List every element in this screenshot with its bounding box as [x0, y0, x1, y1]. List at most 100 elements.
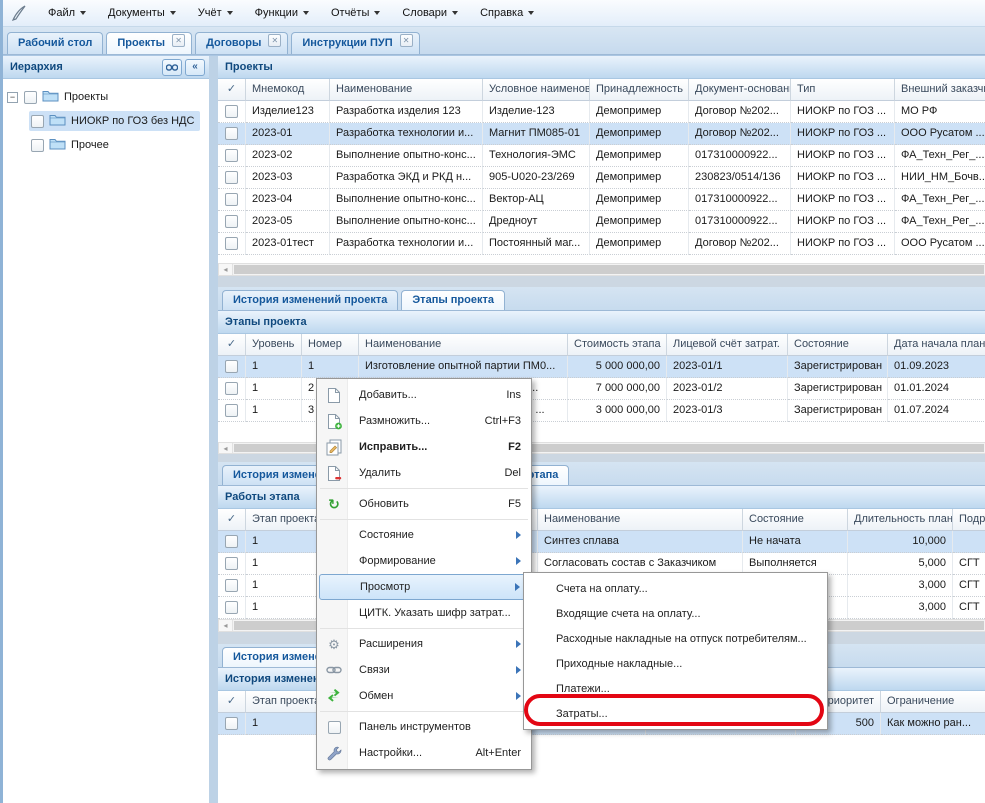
binoculars-icon[interactable] — [162, 58, 182, 76]
context-menu-item-6[interactable]: Формирование — [319, 548, 529, 574]
row-checkbox[interactable] — [225, 601, 238, 614]
row-checkbox[interactable] — [225, 579, 238, 592]
context-menu-item-1[interactable]: Размножить... Ctrl+F3 — [319, 408, 529, 434]
column-header[interactable]: ✓ — [218, 509, 246, 531]
scroll-left-icon[interactable]: ◂ — [219, 443, 233, 453]
context-menu-item-4[interactable]: ↻ Обновить F5 — [319, 491, 529, 517]
submenu-item-0[interactable]: Счета на оплату... — [526, 576, 825, 601]
close-icon[interactable]: ✕ — [172, 33, 186, 47]
column-header[interactable]: Наименование — [330, 79, 483, 101]
context-menu-item-5[interactable]: Состояние — [319, 522, 529, 548]
scroll-left-icon[interactable]: ◂ — [219, 620, 233, 631]
table-row[interactable]: 1 1 Изготовление опытной партии ПМ0... 5 00… — [218, 356, 985, 378]
row-checkbox[interactable] — [225, 127, 238, 140]
menubar-item-6[interactable]: Справка — [469, 3, 545, 23]
row-checkbox[interactable] — [225, 360, 238, 373]
column-header[interactable]: Этап проекта — [246, 691, 336, 713]
table-row[interactable]: 2023-04 Выполнение опытно-конс... Вектор-А… — [218, 189, 985, 211]
context-menu-item-8[interactable]: ЦИТК. Указать шифр затрат... — [319, 600, 529, 626]
column-header[interactable]: Принадлежность — [590, 79, 689, 101]
tree-expander-icon[interactable]: − — [7, 91, 18, 103]
row-checkbox[interactable] — [225, 171, 238, 184]
close-icon[interactable]: ✕ — [399, 33, 413, 47]
context-menu-item-9[interactable]: ⚙ Расширения — [319, 631, 529, 657]
table-row[interactable]: 2023-05 Выполнение опытно-конс... Дредноут… — [218, 211, 985, 233]
row-checkbox[interactable] — [225, 149, 238, 162]
table-row[interactable]: 2023-03 Разработка ЭКД и РКД н... 905-U020… — [218, 167, 985, 189]
collapse-sidebar-icon[interactable]: « — [185, 58, 205, 76]
row-checkbox[interactable] — [225, 717, 238, 730]
column-header[interactable]: ✓ — [218, 334, 246, 356]
column-header[interactable]: Состояние — [743, 509, 848, 531]
table-row[interactable]: Изделие123 Разработка изделия 123 Изделие-… — [218, 101, 985, 123]
tree-item[interactable]: Прочее — [29, 135, 115, 155]
row-checkbox[interactable] — [225, 215, 238, 228]
tree-checkbox[interactable] — [24, 90, 37, 104]
menubar-item-1[interactable]: Документы — [97, 3, 187, 23]
row-checkbox[interactable] — [225, 404, 238, 417]
column-header[interactable]: Наименование — [538, 509, 743, 531]
row-checkbox[interactable] — [225, 193, 238, 206]
tree-checkbox[interactable] — [31, 114, 44, 128]
row-checkbox[interactable] — [225, 237, 238, 250]
context-menu-item-7[interactable]: Просмотр — [319, 574, 529, 600]
table-row[interactable]: 2023-02 Выполнение опытно-конс... Технолог… — [218, 145, 985, 167]
row-checkbox[interactable] — [225, 382, 238, 395]
main-tab-0[interactable]: Рабочий стол — [7, 32, 104, 54]
submenu-item-4[interactable]: Платежи... — [526, 676, 825, 701]
submenu-item-3[interactable]: Приходные накладные... — [526, 651, 825, 676]
context-menu-item-11[interactable]: Обмен — [319, 683, 529, 709]
tree-checkbox[interactable] — [31, 138, 44, 152]
column-header[interactable]: Условное наименование — [483, 79, 590, 101]
column-header[interactable]: Состояние — [788, 334, 888, 356]
submenu-item-2[interactable]: Расходные накладные на отпуск потребител… — [526, 626, 825, 651]
column-header[interactable]: Наименование — [359, 334, 568, 356]
context-menu-item-3[interactable]: Удалить Del — [319, 460, 529, 486]
stage-tab-0[interactable]: История изменений проекта — [222, 290, 399, 310]
tree-item[interactable]: НИОКР по ГОЗ без НДС — [29, 111, 201, 131]
column-header[interactable]: Дата начала план — [888, 334, 985, 356]
column-header[interactable]: Лицевой счёт затрат. — [667, 334, 788, 356]
column-header[interactable]: Номер — [302, 334, 359, 356]
projects-hscrollbar[interactable]: ◂ — [218, 263, 985, 276]
context-menu-item-13[interactable]: Настройки... Alt+Enter — [319, 740, 529, 766]
column-header[interactable]: Уровень — [246, 334, 302, 356]
close-icon[interactable]: ✕ — [268, 33, 282, 47]
column-header[interactable]: Подразделение — [953, 509, 985, 531]
column-header[interactable]: Этап проекта — [246, 509, 336, 531]
column-header[interactable]: Длительность план▼ — [848, 509, 953, 531]
context-menu-item-2[interactable]: Исправить... F2 — [319, 434, 529, 460]
row-checkbox[interactable] — [225, 535, 238, 548]
column-header[interactable]: ✓ — [218, 79, 246, 101]
column-header[interactable]: ✓ — [218, 691, 246, 713]
sidebar-splitter[interactable] — [209, 55, 218, 803]
submenu-item-1[interactable]: Входящие счета на оплату... — [526, 601, 825, 626]
scroll-left-icon[interactable]: ◂ — [219, 264, 233, 275]
main-tab-1[interactable]: Проекты ✕ — [106, 32, 193, 54]
column-header[interactable]: Тип — [791, 79, 895, 101]
menubar-item-2[interactable]: Учёт — [187, 3, 244, 23]
column-header[interactable]: Документ-основание — [689, 79, 791, 101]
tree-item[interactable]: Проекты — [22, 87, 114, 107]
scrollbar-thumb[interactable] — [234, 444, 984, 452]
main-tab-3[interactable]: Инструкции ПУП ✕ — [291, 32, 420, 54]
row-checkbox[interactable] — [225, 105, 238, 118]
stage-tab-1[interactable]: Этапы проекта — [401, 290, 505, 310]
table-row[interactable]: 2023-01 Разработка технологии и... Магнит … — [218, 123, 985, 145]
row-checkbox[interactable] — [225, 557, 238, 570]
column-header[interactable]: Мнемокод — [246, 79, 330, 101]
scrollbar-thumb[interactable] — [234, 265, 984, 274]
menubar-item-0[interactable]: Файл — [37, 3, 97, 23]
main-tab-2[interactable]: Договоры ✕ — [195, 32, 289, 54]
context-menu-item-12[interactable]: Панель инструментов — [319, 714, 529, 740]
menubar-item-3[interactable]: Функции — [244, 3, 320, 23]
submenu-item-5[interactable]: Затраты... — [526, 701, 825, 726]
menubar-item-5[interactable]: Словари — [391, 3, 469, 23]
context-menu-item-10[interactable]: Связи — [319, 657, 529, 683]
column-header[interactable]: Внешний заказчик — [895, 79, 985, 101]
table-row[interactable]: 2023-01тест Разработка технологии и... Пос… — [218, 233, 985, 255]
column-header[interactable]: Стоимость этапа — [568, 334, 667, 356]
menubar-item-4[interactable]: Отчёты — [320, 3, 391, 23]
context-menu-item-0[interactable]: Добавить... Ins — [319, 382, 529, 408]
column-header[interactable]: Ограничение — [881, 691, 985, 713]
